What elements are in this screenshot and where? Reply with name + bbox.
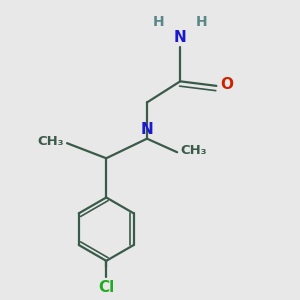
Text: CH₃: CH₃ <box>180 144 207 157</box>
Text: Cl: Cl <box>98 280 114 295</box>
Text: O: O <box>220 77 233 92</box>
Text: N: N <box>141 122 153 137</box>
Text: N: N <box>174 30 187 45</box>
Text: CH₃: CH₃ <box>38 135 64 148</box>
Text: H: H <box>196 14 207 28</box>
Text: H: H <box>153 14 165 28</box>
